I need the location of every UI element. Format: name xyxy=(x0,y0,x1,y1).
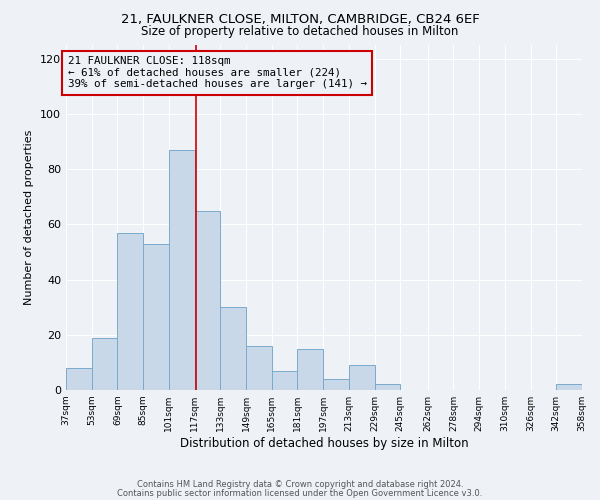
Bar xyxy=(220,307,246,390)
X-axis label: Distribution of detached houses by size in Milton: Distribution of detached houses by size … xyxy=(179,437,469,450)
Bar xyxy=(298,348,323,390)
Text: Contains HM Land Registry data © Crown copyright and database right 2024.: Contains HM Land Registry data © Crown c… xyxy=(137,480,463,489)
Bar xyxy=(169,150,194,390)
Text: 21 FAULKNER CLOSE: 118sqm
← 61% of detached houses are smaller (224)
39% of semi: 21 FAULKNER CLOSE: 118sqm ← 61% of detac… xyxy=(68,56,367,89)
Bar xyxy=(272,370,298,390)
Text: Size of property relative to detached houses in Milton: Size of property relative to detached ho… xyxy=(142,25,458,38)
Y-axis label: Number of detached properties: Number of detached properties xyxy=(25,130,34,305)
Text: Contains public sector information licensed under the Open Government Licence v3: Contains public sector information licen… xyxy=(118,489,482,498)
Bar xyxy=(92,338,118,390)
Bar xyxy=(323,379,349,390)
Bar xyxy=(143,244,169,390)
Bar xyxy=(349,365,374,390)
Bar xyxy=(556,384,582,390)
Bar xyxy=(246,346,272,390)
Bar xyxy=(374,384,400,390)
Bar xyxy=(194,210,220,390)
Text: 21, FAULKNER CLOSE, MILTON, CAMBRIDGE, CB24 6EF: 21, FAULKNER CLOSE, MILTON, CAMBRIDGE, C… xyxy=(121,12,479,26)
Bar xyxy=(66,368,92,390)
Bar xyxy=(118,232,143,390)
